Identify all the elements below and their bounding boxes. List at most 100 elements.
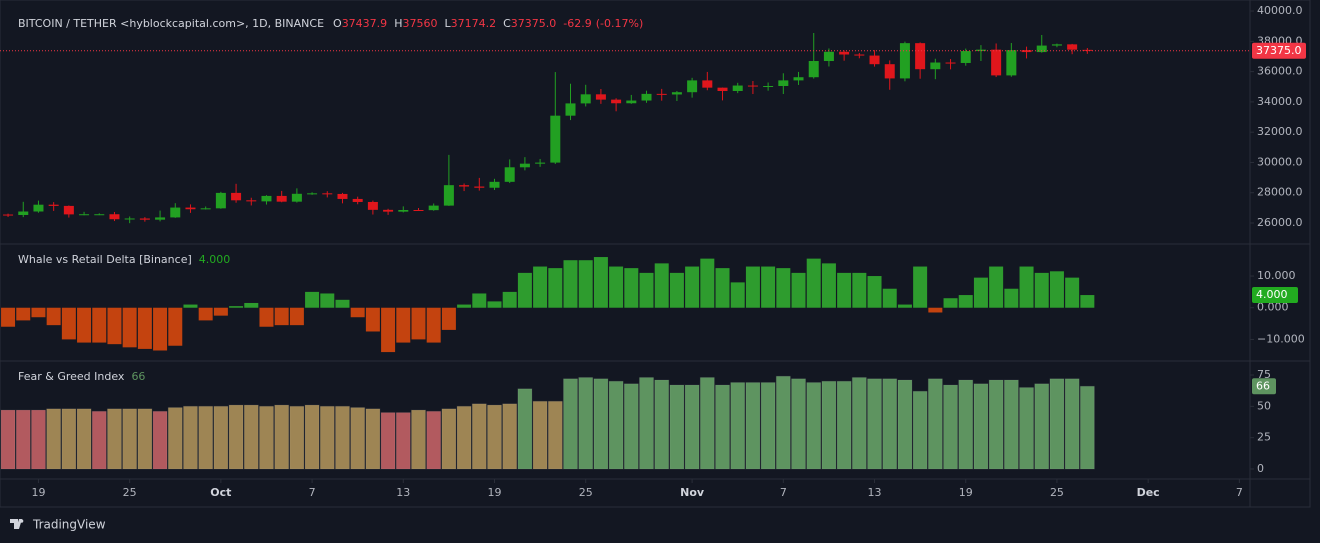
candle-body [671, 92, 682, 95]
bar [806, 258, 821, 308]
bar [274, 307, 289, 326]
bar [410, 409, 426, 470]
bar [700, 258, 715, 308]
bar [852, 272, 867, 308]
legend-title: Whale vs Retail Delta [Binance] [18, 253, 192, 266]
bar [61, 307, 76, 340]
bar [806, 382, 822, 470]
candle-body [550, 115, 561, 163]
legend-value: 4.000 [199, 253, 231, 266]
candle-body [519, 163, 530, 168]
bar [623, 383, 639, 470]
bar [669, 384, 685, 470]
legend-value: 66 [131, 370, 145, 383]
x-tick-label: 7 [309, 486, 316, 499]
bar [639, 272, 654, 308]
candle-body [656, 93, 667, 95]
bar [1049, 378, 1065, 470]
tradingview-logo[interactable]: TradingView [10, 518, 106, 532]
change-pct: (-0.17%) [596, 17, 644, 30]
bar [517, 388, 533, 470]
candle-body [3, 214, 14, 216]
bar [244, 302, 259, 308]
legend-title: Fear & Greed Index [18, 370, 125, 383]
bar [654, 263, 669, 308]
ohlc-value: 37375.0 [511, 17, 557, 30]
candle-body [1067, 44, 1078, 50]
bar [106, 408, 122, 470]
bar [426, 307, 441, 343]
y-tick-label: 30000.0 [1257, 155, 1303, 168]
bar [198, 405, 214, 470]
bar [91, 410, 107, 470]
x-tick-label: Dec [1137, 486, 1160, 499]
bar [791, 378, 807, 470]
candle-body [246, 200, 257, 202]
bar [122, 408, 138, 470]
bar [168, 307, 183, 346]
bar [882, 288, 897, 308]
bar [1080, 295, 1095, 308]
candle-body [869, 55, 880, 65]
bar [897, 304, 912, 308]
bar [30, 409, 46, 470]
brand: TradingView [32, 518, 106, 532]
candle-body [155, 217, 166, 220]
bar [821, 380, 837, 470]
candle-body [352, 198, 363, 202]
candle-body [94, 214, 105, 216]
legend-title: BITCOIN / TETHER <hyblockcapital.com>, 1… [18, 17, 324, 30]
candle-body [291, 193, 302, 202]
candle-body [763, 85, 774, 87]
bar [456, 405, 472, 470]
ohlc-value: 37174.2 [451, 17, 497, 30]
bar [745, 382, 761, 470]
bar [988, 379, 1004, 470]
candle-body [611, 99, 622, 104]
bar [502, 403, 518, 470]
bar [350, 307, 365, 318]
candle-body [930, 62, 941, 70]
bar [669, 272, 684, 308]
bar [912, 390, 928, 470]
bar [16, 307, 31, 321]
bar [304, 404, 320, 470]
bar [1049, 271, 1064, 308]
bar [593, 257, 608, 308]
candle-body [960, 51, 971, 63]
bar [836, 380, 852, 470]
candle-body [398, 209, 409, 212]
bar [167, 407, 183, 470]
x-tick-label: 13 [396, 486, 410, 499]
bar [320, 293, 335, 308]
bar [289, 405, 305, 470]
candle-body [1082, 49, 1093, 51]
legend: BITCOIN / TETHER <hyblockcapital.com>, 1… [18, 17, 643, 30]
candle-body [215, 192, 226, 209]
bar [958, 379, 974, 470]
last-price-tag [1252, 42, 1306, 59]
bar [1079, 385, 1095, 470]
last-value-tag [1252, 287, 1298, 304]
bar [381, 307, 396, 353]
candle-body [443, 185, 454, 206]
x-tick-label: 19 [959, 486, 973, 499]
bar [943, 298, 958, 308]
bar [15, 409, 31, 470]
candle-body [702, 80, 713, 88]
bar [1034, 272, 1049, 308]
x-tick-label: Oct [210, 486, 231, 499]
y-tick-label: 32000.0 [1257, 125, 1303, 138]
bar [259, 307, 274, 327]
bar [760, 382, 776, 470]
bar [730, 382, 746, 470]
x-tick-label: 19 [31, 486, 45, 499]
bar [305, 291, 320, 308]
bar [76, 408, 92, 470]
bar [380, 412, 396, 470]
bar [927, 378, 943, 470]
bar [1034, 383, 1050, 470]
candle-body [504, 167, 515, 182]
bar [851, 377, 867, 470]
